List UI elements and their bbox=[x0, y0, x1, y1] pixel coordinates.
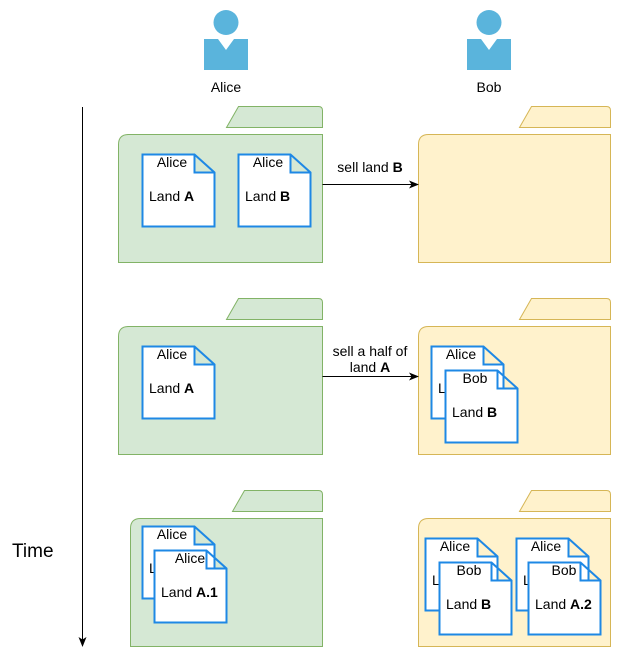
land-document: Bob Land A.2 bbox=[527, 561, 602, 636]
document-title-prefix: Land bbox=[535, 596, 570, 612]
transfer-label: sell land B bbox=[337, 159, 402, 175]
bob-folder bbox=[418, 106, 611, 263]
document-owner: Bob bbox=[463, 370, 488, 386]
alice-actor-icon bbox=[204, 10, 248, 70]
document-land-id: B bbox=[280, 188, 290, 204]
document-title: Land B bbox=[446, 596, 491, 612]
document-title: Land A bbox=[149, 188, 194, 204]
document-owner: Alice bbox=[157, 346, 188, 362]
land-document: Bob Land B bbox=[444, 369, 519, 444]
land-document: Alice Land A bbox=[141, 153, 216, 228]
document-title-prefix: L bbox=[523, 572, 531, 588]
document-owner: Alice bbox=[157, 154, 188, 170]
document-land-id: A.1 bbox=[196, 584, 218, 600]
document-land-id: A.2 bbox=[570, 596, 592, 612]
land-document: Alice Land A bbox=[141, 345, 216, 420]
document-title-prefix: Land bbox=[149, 380, 184, 396]
document-owner: Bob bbox=[457, 562, 482, 578]
document-title: Land A bbox=[149, 380, 194, 396]
document-owner: Alice bbox=[440, 538, 471, 554]
document-land-id: B bbox=[481, 596, 491, 612]
document-title-prefix: L bbox=[149, 560, 157, 576]
document-title-prefix: Land bbox=[452, 404, 487, 420]
document-title-prefix: Land bbox=[149, 188, 184, 204]
transfer-label-line1: sell a half of bbox=[333, 343, 408, 359]
land-document: Alice Land A.1 bbox=[153, 549, 228, 624]
document-land-id: A bbox=[184, 380, 194, 396]
document-title: Land B bbox=[245, 188, 290, 204]
document-title-prefix: L bbox=[432, 572, 440, 588]
document-owner: Bob bbox=[552, 562, 577, 578]
bob-actor-icon bbox=[467, 10, 511, 70]
document-title: Land A.1 bbox=[161, 584, 218, 600]
document-owner: Alice bbox=[175, 550, 206, 566]
land-document: Alice Land B bbox=[237, 153, 312, 228]
document-title-prefix: Land bbox=[446, 596, 481, 612]
document-owner: Alice bbox=[446, 346, 477, 362]
document-title-prefix: Land bbox=[161, 584, 196, 600]
document-title-prefix: L bbox=[438, 380, 446, 396]
document-land-id: B bbox=[487, 404, 497, 420]
document-title: Land B bbox=[452, 404, 497, 420]
time-axis-label: Time bbox=[12, 541, 54, 562]
document-owner: Alice bbox=[531, 538, 562, 554]
document-title: Land A.2 bbox=[535, 596, 592, 612]
transfer-label-line2: land A bbox=[350, 359, 390, 375]
document-land-id: A bbox=[184, 188, 194, 204]
document-owner: Alice bbox=[157, 526, 188, 542]
bob-label: Bob bbox=[477, 79, 502, 95]
alice-label: Alice bbox=[211, 79, 242, 95]
document-owner: Alice bbox=[253, 154, 284, 170]
document-title-prefix: Land bbox=[245, 188, 280, 204]
land-document: Bob Land B bbox=[438, 561, 513, 636]
